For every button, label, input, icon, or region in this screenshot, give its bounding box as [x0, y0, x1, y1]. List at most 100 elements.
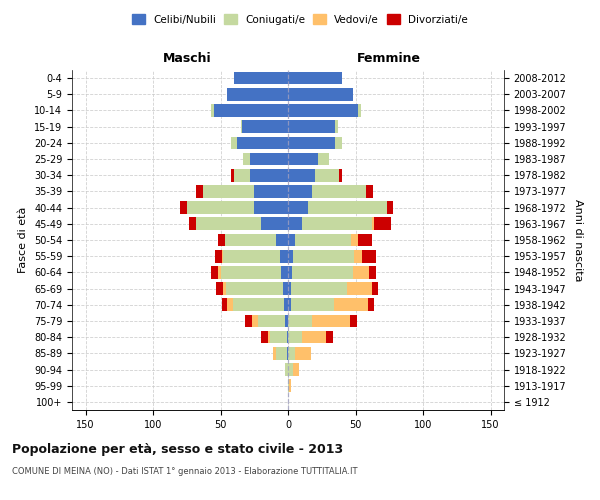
Bar: [236, 136, 288, 149]
Bar: [215, 250, 222, 262]
Bar: [196, 185, 203, 198]
Bar: [276, 347, 287, 360]
Bar: [223, 250, 280, 262]
Bar: [288, 202, 308, 214]
Bar: [354, 250, 362, 262]
Bar: [286, 363, 288, 376]
Bar: [251, 314, 259, 328]
Bar: [295, 347, 311, 360]
Bar: [284, 298, 288, 311]
Bar: [292, 266, 353, 278]
Text: Popolazione per età, sesso e stato civile - 2013: Popolazione per età, sesso e stato civil…: [12, 442, 343, 456]
Bar: [218, 266, 221, 278]
Bar: [290, 298, 334, 311]
Legend: Celibi/Nubili, Coniugati/e, Vedovi/e, Divorziati/e: Celibi/Nubili, Coniugati/e, Vedovi/e, Di…: [128, 10, 472, 29]
Bar: [308, 202, 386, 214]
Bar: [226, 282, 283, 295]
Bar: [227, 88, 288, 101]
Bar: [335, 120, 338, 133]
Bar: [286, 314, 288, 328]
Y-axis label: Anni di nascita: Anni di nascita: [573, 198, 583, 281]
Bar: [386, 202, 394, 214]
Bar: [261, 218, 288, 230]
Bar: [358, 234, 372, 246]
Bar: [362, 250, 376, 262]
Bar: [313, 314, 350, 328]
Bar: [295, 234, 352, 246]
Bar: [287, 331, 288, 344]
Bar: [232, 136, 236, 149]
Bar: [288, 88, 353, 101]
Bar: [288, 363, 293, 376]
Bar: [288, 185, 313, 198]
Bar: [340, 169, 342, 181]
Bar: [288, 169, 315, 181]
Bar: [271, 331, 287, 344]
Bar: [288, 282, 290, 295]
Bar: [281, 266, 288, 278]
Text: COMUNE DI MEINA (NO) - Dati ISTAT 1° gennaio 2013 - Elaborazione TUTTITALIA.IT: COMUNE DI MEINA (NO) - Dati ISTAT 1° gen…: [12, 468, 358, 476]
Bar: [335, 136, 342, 149]
Bar: [288, 72, 342, 85]
Bar: [318, 152, 329, 166]
Bar: [196, 218, 261, 230]
Bar: [234, 169, 250, 181]
Bar: [223, 282, 226, 295]
Bar: [234, 72, 288, 85]
Bar: [288, 250, 293, 262]
Bar: [334, 298, 368, 311]
Bar: [290, 282, 347, 295]
Bar: [369, 266, 376, 278]
Bar: [203, 185, 254, 198]
Bar: [287, 347, 288, 360]
Bar: [289, 380, 291, 392]
Bar: [288, 152, 318, 166]
Bar: [288, 136, 335, 149]
Bar: [288, 104, 358, 117]
Bar: [283, 282, 288, 295]
Bar: [326, 331, 332, 344]
Bar: [288, 298, 290, 311]
Bar: [211, 104, 214, 117]
Bar: [211, 266, 218, 278]
Bar: [372, 282, 379, 295]
Bar: [288, 120, 335, 133]
Bar: [233, 298, 284, 311]
Bar: [313, 185, 366, 198]
Bar: [241, 120, 242, 133]
Bar: [302, 331, 326, 344]
Bar: [352, 234, 358, 246]
Bar: [242, 120, 288, 133]
Bar: [366, 185, 373, 198]
Bar: [232, 169, 234, 181]
Bar: [222, 250, 223, 262]
Bar: [372, 218, 374, 230]
Bar: [288, 266, 292, 278]
Bar: [250, 152, 288, 166]
Bar: [254, 202, 288, 214]
Bar: [244, 152, 250, 166]
Bar: [268, 331, 271, 344]
Bar: [224, 234, 276, 246]
Bar: [250, 169, 288, 181]
Bar: [187, 202, 254, 214]
Text: Maschi: Maschi: [163, 52, 211, 65]
Bar: [180, 202, 187, 214]
Bar: [293, 250, 354, 262]
Bar: [315, 169, 340, 181]
Bar: [293, 363, 299, 376]
Bar: [374, 218, 391, 230]
Bar: [358, 104, 361, 117]
Bar: [276, 234, 288, 246]
Bar: [350, 314, 357, 328]
Bar: [302, 218, 372, 230]
Bar: [218, 234, 224, 246]
Bar: [221, 266, 281, 278]
Bar: [261, 331, 268, 344]
Bar: [222, 298, 227, 311]
Bar: [280, 250, 288, 262]
Bar: [245, 314, 251, 328]
Bar: [254, 185, 288, 198]
Bar: [288, 234, 295, 246]
Bar: [288, 218, 302, 230]
